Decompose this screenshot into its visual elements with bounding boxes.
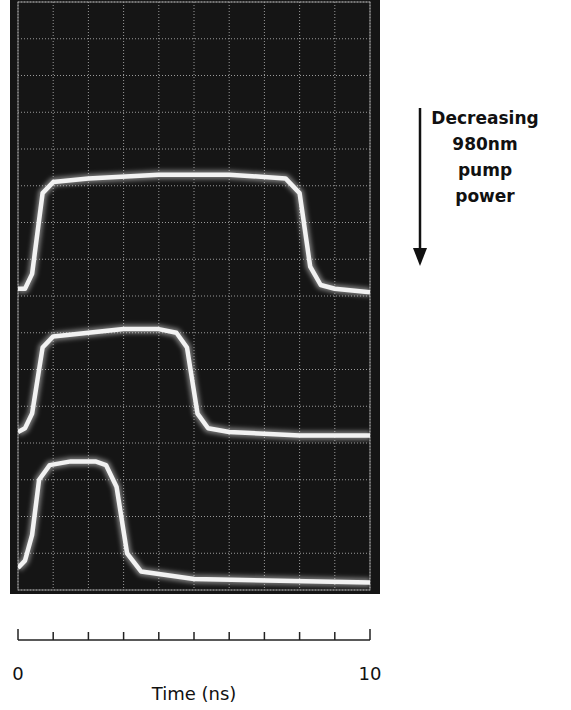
grid-line-y <box>18 590 370 591</box>
grid-line-y <box>18 38 370 39</box>
annotation: Decreasing 980nm pump power <box>413 108 539 266</box>
grid-line-y <box>18 443 370 444</box>
annotation-line: 980nm <box>452 134 517 154</box>
grid <box>18 2 370 590</box>
grid-line-y <box>18 222 370 223</box>
trace <box>18 329 370 436</box>
trace-glow <box>18 175 370 293</box>
scope-screen <box>10 0 380 594</box>
x-tick-label: 10 <box>359 663 382 684</box>
x-tick <box>369 629 371 640</box>
x-tick-minor <box>193 632 195 640</box>
grid-line-x <box>88 2 89 590</box>
x-tick-minor <box>123 632 125 640</box>
x-tick-minor <box>158 632 160 640</box>
grid-line-x <box>334 2 335 590</box>
grid-line-y <box>18 259 370 260</box>
grid-line-y <box>18 479 370 480</box>
grid-line-y <box>18 296 370 297</box>
x-tick-minor <box>52 632 54 640</box>
grid-line-y <box>18 553 370 554</box>
trace <box>18 461 370 582</box>
x-tick-minor <box>264 632 266 640</box>
x-tick <box>17 629 19 640</box>
x-tick-minor <box>334 632 336 640</box>
x-tick-minor <box>88 632 90 640</box>
figure: 0 10 Time (ns) Decreasing 980nm pump power <box>0 0 571 710</box>
annotation-line: power <box>455 186 515 206</box>
trace <box>18 175 370 293</box>
grid-line-y <box>18 185 370 186</box>
x-tick-label: 0 <box>12 663 23 684</box>
annotation-text: Decreasing 980nm pump power <box>431 108 538 206</box>
trace-glow <box>18 329 370 436</box>
annotation-line: pump <box>458 160 512 180</box>
grid-line-y <box>18 149 370 150</box>
plot-frame <box>18 2 370 590</box>
x-axis: 0 10 Time (ns) <box>12 629 381 704</box>
traces <box>18 175 370 583</box>
grid-line-y <box>18 75 370 76</box>
x-tick-minor <box>299 632 301 640</box>
grid-line-x <box>53 2 54 590</box>
grid-line-y <box>18 516 370 517</box>
grid-line-x <box>299 2 300 590</box>
x-axis-title: Time (ns) <box>151 683 237 704</box>
annotation-arrowhead <box>413 248 427 266</box>
x-tick-minor <box>228 632 230 640</box>
grid-line-x <box>194 2 195 590</box>
grid-line-y <box>18 2 370 3</box>
annotation-line: Decreasing <box>431 108 538 128</box>
annotation-arrow <box>419 108 422 252</box>
trace-glow <box>18 461 370 582</box>
grid-line-y <box>18 112 370 113</box>
